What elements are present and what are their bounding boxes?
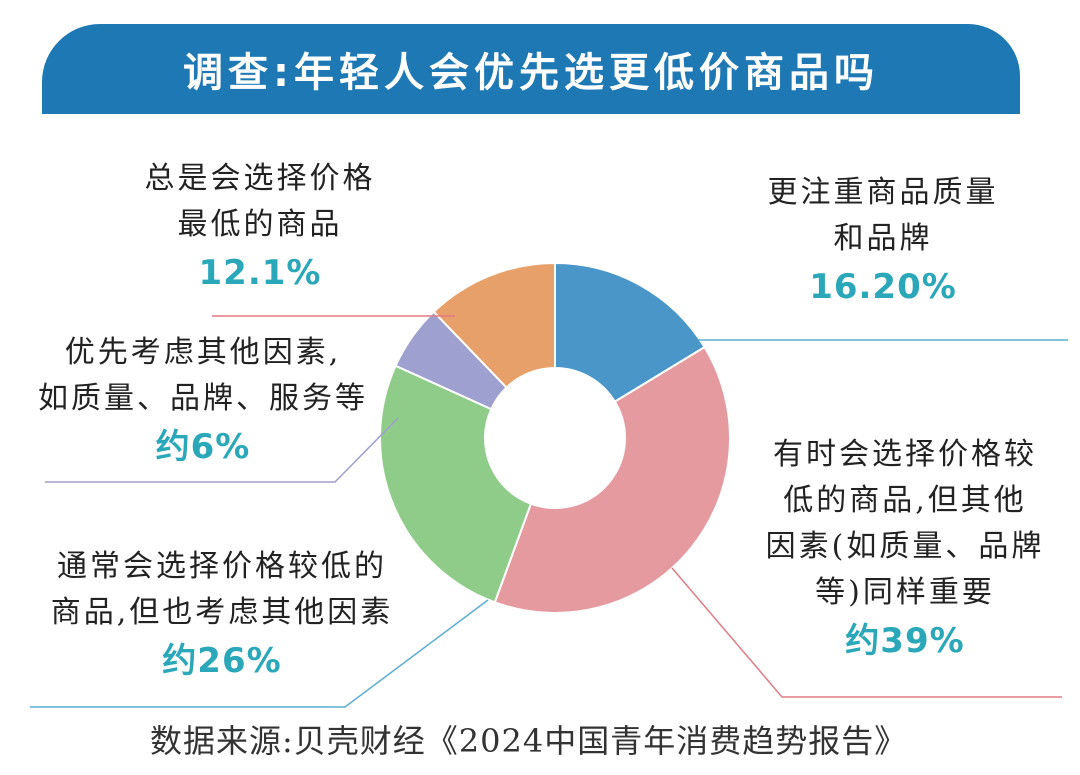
label-sometimes: 有时会选择价格较 低的商品,但其他 因素(如质量、品牌 等)同样重要 约39% <box>745 432 1065 666</box>
chart-title: 调查:年轻人会优先选更低价商品吗 <box>183 50 879 96</box>
label-sometimes-line-2: 低的商品,但其他 <box>783 483 1027 518</box>
label-sometimes-percent: 约39% <box>845 621 965 661</box>
label-quality: 更注重商品质量 和品牌 16.20% <box>738 170 1028 312</box>
label-quality-line-2: 和品牌 <box>833 221 933 256</box>
label-lowest: 总是会选择价格 最低的商品 12.1% <box>110 156 410 298</box>
data-source-note: 数据来源:贝壳财经《2024中国青年消费趋势报告》 <box>150 722 908 760</box>
label-sometimes-line-4: 等)同样重要 <box>815 575 995 610</box>
label-quality-line-1: 更注重商品质量 <box>767 175 999 210</box>
label-sometimes-line-3: 因素(如质量、品牌 <box>765 529 1045 564</box>
label-usually-line-1: 通常会选择价格较低的 <box>57 549 387 584</box>
label-sometimes-line-1: 有时会选择价格较 <box>773 437 1037 472</box>
label-prefer-other-percent: 约6% <box>155 427 251 467</box>
label-prefer-other: 优先考虑其他因素, 如质量、品牌、服务等 约6% <box>18 330 388 472</box>
label-prefer-other-line-1: 优先考虑其他因素, <box>64 335 342 370</box>
label-quality-percent: 16.20% <box>809 267 957 307</box>
label-lowest-line-1: 总是会选择价格 <box>144 161 376 196</box>
label-lowest-percent: 12.1% <box>198 253 322 293</box>
leader-line-usually <box>30 599 489 708</box>
label-lowest-line-2: 最低的商品 <box>177 207 343 242</box>
label-usually: 通常会选择价格较低的 商品,但也考虑其他因素 约26% <box>12 544 432 686</box>
label-usually-line-2: 商品,但也考虑其他因素 <box>50 595 394 630</box>
label-usually-percent: 约26% <box>162 641 282 681</box>
label-prefer-other-line-2: 如质量、品牌、服务等 <box>38 381 368 416</box>
leader-line-prefer-other <box>45 417 399 483</box>
title-banner: 调查:年轻人会优先选更低价商品吗 <box>42 24 1020 114</box>
donut-hole <box>485 368 625 508</box>
leader-line-sometimes <box>671 567 1062 698</box>
